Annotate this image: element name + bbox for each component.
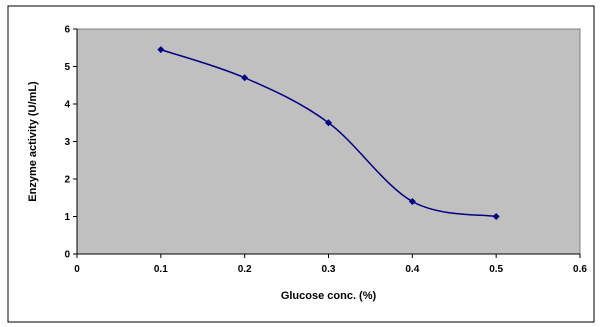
data-point (241, 74, 249, 82)
y-tick-label: 2 (64, 175, 70, 186)
x-tick-label: 0.6 (573, 264, 587, 275)
x-tick-label: 0.5 (489, 264, 503, 275)
x-tick-label: 0.2 (238, 264, 252, 275)
x-tick-label: 0 (74, 264, 80, 275)
y-axis-label: Enzyme activity (U/mL) (27, 81, 39, 202)
y-tick-label: 6 (64, 25, 70, 36)
data-point (325, 119, 332, 127)
y-tick-label: 4 (64, 100, 70, 111)
x-tick-label: 0.4 (405, 264, 419, 275)
plot-area (76, 28, 581, 255)
y-tick-label: 5 (64, 62, 70, 73)
x-tick-label: 0.1 (154, 264, 168, 275)
data-point (408, 198, 416, 205)
x-axis-label: Glucose conc. (%) (281, 290, 377, 302)
y-tick-label: 0 (64, 250, 70, 261)
y-tick-label: 3 (64, 137, 70, 148)
y-tick-label: 1 (64, 212, 70, 223)
x-tick-label: 0.3 (322, 264, 336, 275)
data-point (492, 213, 500, 220)
tick-labels: 0 1 2 3 4 5 6 0 0.1 0.2 0.3 0.4 0.5 0.6 (64, 25, 587, 276)
axes (73, 28, 581, 258)
data-point (157, 46, 165, 54)
series-markers (157, 46, 500, 220)
